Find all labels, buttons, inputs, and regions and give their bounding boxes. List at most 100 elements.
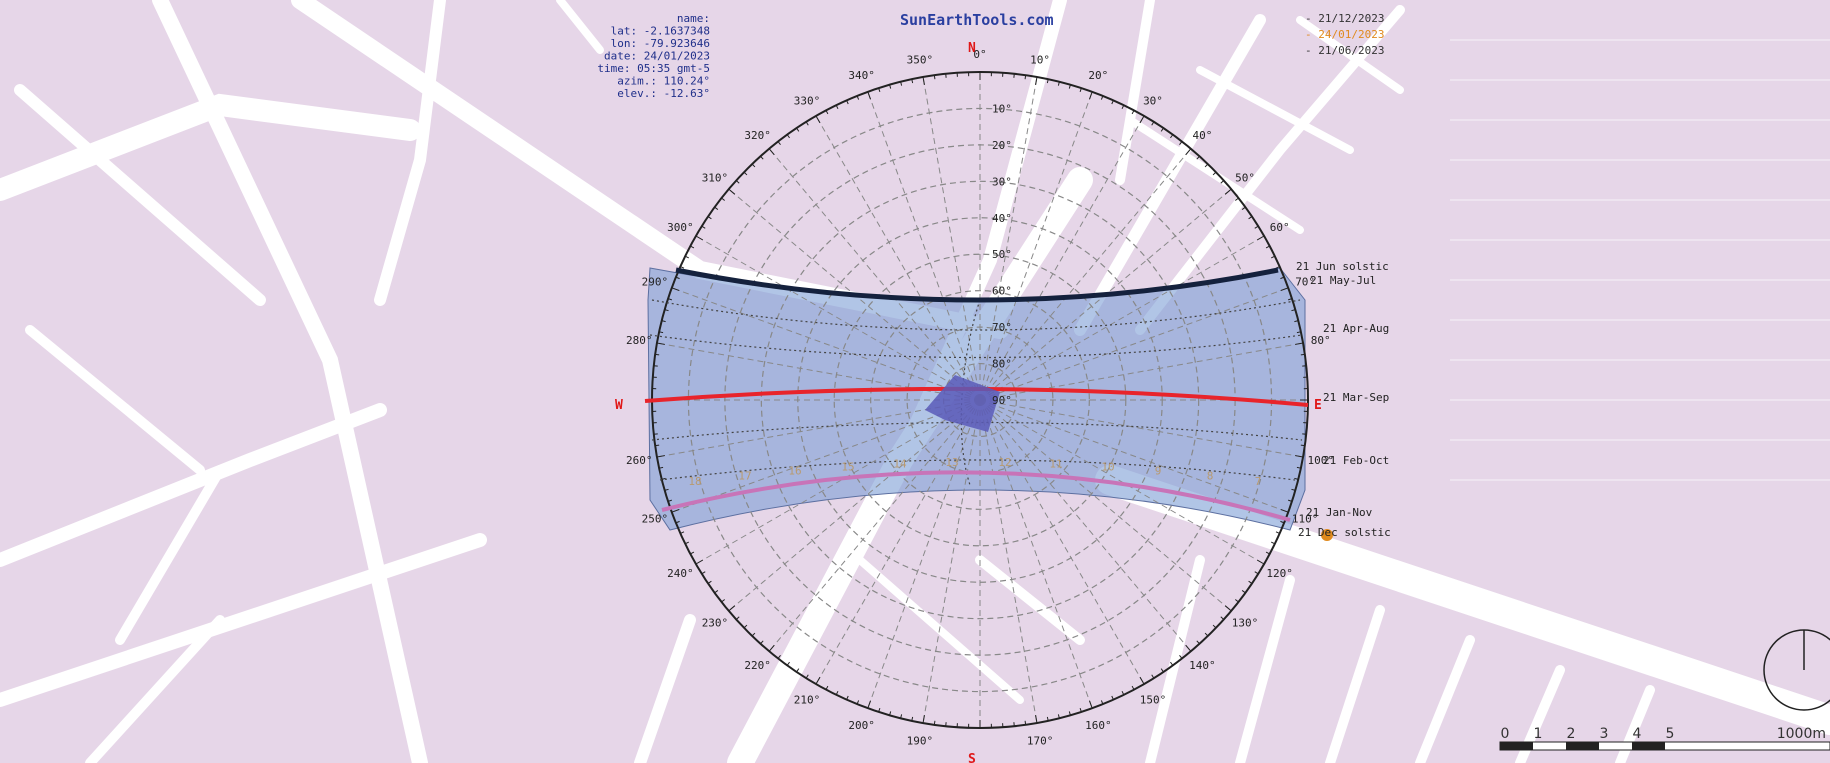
azimuth-label: 160°: [1085, 719, 1112, 732]
azimuth-label: 300°: [667, 221, 694, 234]
azimuth-label: 340°: [848, 69, 875, 82]
hour-label: 13: [945, 456, 958, 469]
azimuth-label: 150°: [1140, 694, 1167, 707]
hour-label: 11: [1049, 458, 1062, 471]
azimuth-label: 330°: [794, 94, 821, 107]
azimuth-label: 220°: [744, 659, 771, 672]
azimuth-label: 200°: [848, 719, 875, 732]
map-texture: [1450, 39, 1830, 481]
scale-tick-label: 3: [1600, 726, 1609, 742]
scale-tick-label: 0: [1501, 726, 1510, 742]
azimuth-label: 120°: [1266, 567, 1293, 580]
date-curve: [661, 470, 1291, 522]
building-footprint: [925, 375, 1000, 432]
azimuth-ticks: [652, 72, 1308, 728]
cardinal-n: N: [968, 41, 976, 56]
hour-labels: 18 17 16 15 14 13 12 11 10 9 8 7: [688, 456, 1261, 488]
elevation-label: 40°: [992, 212, 1012, 225]
elevation-label: 30°: [992, 175, 1012, 188]
azimuth-label: 250°: [642, 512, 669, 525]
date-legend: - 21/12/2023 - 24/01/2023 - 21/06/2023: [1305, 12, 1384, 57]
compass-icon: [1763, 629, 1830, 711]
cardinal-s: S: [968, 752, 976, 763]
azimuth-label: 230°: [702, 616, 729, 629]
elevation-label: 50°: [992, 248, 1012, 261]
legend-item: - 24/01/2023: [1305, 28, 1384, 41]
azimuth-label: 20°: [1088, 69, 1108, 82]
azimuth-label: 260°: [626, 454, 653, 467]
info-line: lon: -79.923646: [611, 37, 710, 50]
info-line: azim.: 110.24°: [617, 75, 710, 88]
elevation-label: 20°: [992, 139, 1012, 152]
azimuth-label: 280°: [626, 334, 653, 347]
hour-label: 12: [998, 456, 1011, 469]
elevation-label: 70°: [992, 321, 1012, 334]
sun-position-marker: [1321, 529, 1333, 541]
hour-label: 10: [1101, 461, 1114, 474]
azimuth-label: 240°: [667, 567, 694, 580]
azimuth-label: 60°: [1270, 221, 1290, 234]
scale-tick-label: 4: [1633, 726, 1642, 742]
sun-path-diagram: N S E W 0° 10° 20° 30° 40° 50° 60° 70° 80° 100° 11…: [615, 41, 1391, 763]
azimuth-label: 210°: [794, 694, 821, 707]
elevation-label: 80°: [992, 358, 1012, 371]
azimuth-label: 170°: [1027, 735, 1054, 748]
azimuth-label: 40°: [1192, 129, 1212, 142]
day-curve-label: 21 Feb-Oct: [1323, 454, 1389, 467]
azimuth-label: 190°: [907, 735, 934, 748]
brand-title[interactable]: SunEarthTools.com: [900, 11, 1054, 29]
azimuth-label: 10°: [1030, 53, 1050, 66]
azimuth-label: 130°: [1232, 616, 1259, 629]
legend-item: - 21/06/2023: [1305, 44, 1384, 57]
cardinal-e: E: [1314, 398, 1322, 413]
elevation-label: 10°: [992, 102, 1012, 115]
info-line: lat: -2.1637348: [611, 25, 710, 38]
elevation-labels: 10° 20° 30° 40° 50° 60° 70° 80° 90°: [992, 102, 1012, 407]
azimuth-label: 110°: [1292, 512, 1319, 525]
day-curve-label: 21 May-Jul: [1310, 274, 1376, 287]
azimuth-label: 70°: [1295, 276, 1315, 289]
june-solstice-curve: [675, 267, 1279, 303]
azimuth-label: 0°: [973, 48, 986, 61]
hour-label: 7: [1255, 475, 1262, 488]
elevation-label: 60°: [992, 285, 1012, 298]
day-curve-label: 21 Dec solstic: [1298, 526, 1391, 539]
hour-label: 18: [688, 475, 701, 488]
hour-label: 9: [1155, 465, 1162, 478]
azimuth-label: 320°: [744, 129, 771, 142]
day-curve-label: 21 Apr-Aug: [1323, 322, 1389, 335]
azimuth-label: 100°: [1307, 454, 1334, 467]
hour-label: 8: [1207, 470, 1214, 483]
scale-labels: 0 1 2 3 4 5 1000m: [1501, 726, 1826, 742]
hour-label: 15: [841, 461, 854, 474]
azimuth-labels: 0° 10° 20° 30° 40° 50° 60° 70° 80° 100° 110° 120° 13…: [626, 48, 1334, 748]
azimuth-label: 30°: [1143, 94, 1163, 107]
hour-label: 16: [788, 465, 801, 478]
info-line: name:: [677, 12, 710, 25]
azimuth-label: 350°: [907, 53, 934, 66]
day-curve-label: 21 Jun solstic: [1296, 260, 1389, 273]
scale-tick-label: 2: [1567, 726, 1576, 742]
info-line: time: 05:35 gmt-5: [597, 62, 710, 75]
cardinal-w: W: [615, 398, 623, 413]
scale-tick-label: 1: [1534, 726, 1543, 742]
azimuth-label: 50°: [1235, 172, 1255, 185]
scale-tick-label: 5: [1666, 726, 1675, 742]
day-curve-label: 21 Mar-Sep: [1323, 391, 1389, 404]
hour-label: 14: [893, 458, 907, 471]
azimuth-spokes: [652, 72, 1308, 728]
legend-item: - 21/12/2023: [1305, 12, 1384, 25]
info-line: elev.: -12.63°: [617, 87, 710, 100]
azimuth-label: 80°: [1311, 334, 1331, 347]
elevation-label: 90°: [992, 394, 1012, 407]
azimuth-label: 140°: [1189, 659, 1216, 672]
scale-bar: 0 1 2 3 4 5 1000m: [1499, 726, 1830, 751]
day-curve-label: 21 Jan-Nov: [1306, 506, 1373, 519]
info-line: date: 24/01/2023: [604, 50, 710, 63]
azimuth-label: 290°: [642, 276, 669, 289]
azimuth-label: 310°: [702, 172, 729, 185]
